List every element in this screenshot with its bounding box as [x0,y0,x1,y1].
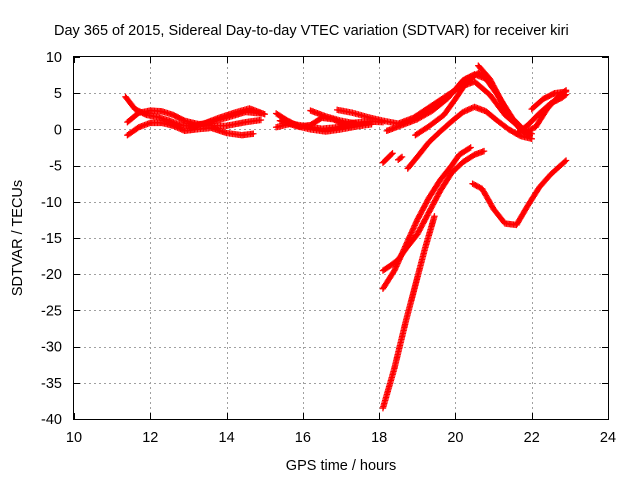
x-tick-label: 18 [371,430,387,446]
x-tick-label: 14 [219,430,235,446]
data-point [480,147,488,155]
y-tick-label: 5 [54,86,62,102]
x-axis-label: GPS time / hours [286,458,396,474]
y-tick-label: 0 [54,122,62,138]
data-point [431,213,438,220]
data-point [397,154,404,162]
x-tick-label: 22 [524,430,540,446]
x-axis: 10 12 14 16 18 20 22 24 [66,57,616,446]
y-axis: 10 5 0 -5 -10 -15 -20 -25 -30 -35 -40 [41,50,608,428]
series-arc-19 [379,150,396,166]
data-point [257,116,265,124]
series-arc-20 [395,153,406,164]
y-tick-label: -15 [41,231,62,247]
y-tick-label: -10 [41,195,62,211]
y-tick-label: 10 [46,50,62,66]
data-point [398,153,406,161]
x-tick-label: 16 [295,430,311,446]
plot-frame [73,56,609,420]
data-point [562,157,570,164]
x-tick-label: 20 [447,430,463,446]
series-arc-3 [124,119,257,139]
data-point [261,110,268,118]
data-point [562,88,570,95]
y-tick-label: -5 [49,159,62,175]
data-point [528,135,535,143]
data-point [561,158,569,165]
y-tick-label: -25 [41,303,62,319]
y-tick-label: -30 [41,340,62,356]
x-tick-label: 24 [600,430,616,446]
series-arc-18 [379,213,438,412]
data-point [388,151,395,158]
series-arc-14 [513,91,570,137]
series-arc-4 [185,105,268,129]
data-point [467,144,474,151]
y-tick-label: -40 [41,412,62,428]
y-axis-label: SDTVAR / TECUs [10,180,26,296]
data-point [368,121,375,128]
data-point [389,150,396,157]
series-arc-15 [528,88,570,113]
data-point [466,145,473,152]
series-arc-8 [307,107,360,127]
series-arc-17 [379,144,474,292]
x-tick-label: 10 [66,430,82,446]
y-tick-label: -35 [41,376,62,392]
data-points [122,62,570,412]
data-point [250,130,257,137]
data-point [353,120,360,127]
series-arc-21 [469,157,570,229]
x-tick-label: 12 [142,430,158,446]
chart-title: Day 365 of 2015, Sidereal Day-to-day VTE… [54,23,569,39]
y-tick-label: -20 [41,267,62,283]
